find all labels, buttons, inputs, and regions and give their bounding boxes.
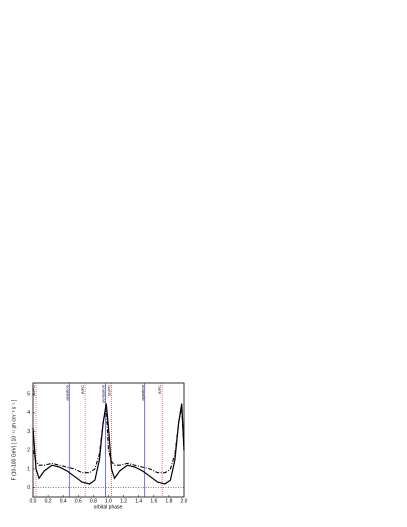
x-axis-label: orbital phase — [94, 504, 123, 510]
y-tick-label: 4 — [27, 410, 30, 416]
x-tick-label: 1.8 — [165, 498, 172, 504]
data-line — [32, 407, 185, 474]
y-tick-label: 1 — [27, 466, 30, 472]
phase-marker-label: periastron — [101, 385, 106, 403]
x-tick-label: 0.0 — [30, 498, 37, 504]
x-tick-label: 2.0 — [181, 498, 188, 504]
y-tick-label: 0 — [27, 485, 30, 491]
y-tick-label: 5 — [27, 392, 30, 398]
x-tick-label: 1.0 — [105, 498, 112, 504]
data-line — [32, 403, 185, 485]
phase-marker-label: INFC — [80, 385, 85, 394]
phase-marker-label: apastron — [140, 385, 145, 401]
phase-marker-label: apastron — [64, 385, 69, 401]
y-tick-label: 3 — [27, 429, 30, 435]
phase-marker-label: SUPC — [31, 385, 36, 396]
x-tick-label: 1.4 — [135, 498, 142, 504]
x-tick-label: 1.6 — [150, 498, 157, 504]
x-tick-label: 0.4 — [60, 498, 67, 504]
phase-marker-label: INFC — [157, 385, 162, 394]
phase-marker-label: SUPC — [107, 385, 112, 396]
x-tick-label: 1.2 — [120, 498, 127, 504]
x-tick-label: 0.6 — [75, 498, 82, 504]
x-tick-label: 0.8 — [90, 498, 97, 504]
y-axis-label: F (10-100 GeV) [ 10⁻¹¹ ph cm⁻² s⁻¹ ] — [11, 399, 17, 480]
x-tick-label: 0.2 — [45, 498, 52, 504]
y-tick-label: 2 — [27, 448, 30, 454]
